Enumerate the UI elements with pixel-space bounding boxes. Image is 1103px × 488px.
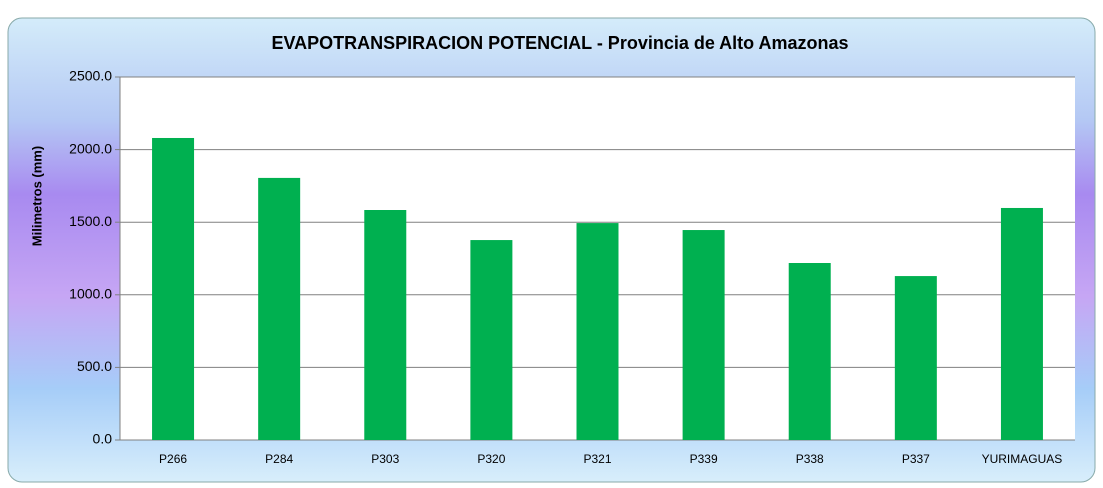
chart-title: EVAPOTRANSPIRACION POTENCIAL - Provincia… xyxy=(271,33,848,53)
x-tick-label: YURIMAGUAS xyxy=(982,452,1063,466)
y-tick-label: 2500.0 xyxy=(69,68,112,84)
bar xyxy=(258,177,301,440)
bar xyxy=(894,276,937,440)
bar xyxy=(788,263,831,440)
bar xyxy=(152,137,195,440)
x-tick-label: P339 xyxy=(690,452,718,466)
x-tick-label: P284 xyxy=(265,452,293,466)
bar xyxy=(364,210,407,440)
bar xyxy=(682,230,725,440)
y-tick-label: 0.0 xyxy=(93,431,113,447)
bar xyxy=(576,223,619,440)
y-axis-label: Milimetros (mm) xyxy=(29,146,44,246)
y-tick-label: 1000.0 xyxy=(69,286,112,302)
y-tick-label: 1500.0 xyxy=(69,213,112,229)
x-tick-label: P338 xyxy=(796,452,824,466)
x-tick-label: P321 xyxy=(583,452,611,466)
y-tick-label: 500.0 xyxy=(77,358,112,374)
x-tick-label: P303 xyxy=(371,452,399,466)
x-tick-label: P266 xyxy=(159,452,187,466)
bar xyxy=(470,240,513,440)
y-tick-label: 2000.0 xyxy=(69,140,112,156)
bar xyxy=(1000,207,1043,440)
x-tick-label: P320 xyxy=(477,452,505,466)
x-tick-label: P337 xyxy=(902,452,930,466)
